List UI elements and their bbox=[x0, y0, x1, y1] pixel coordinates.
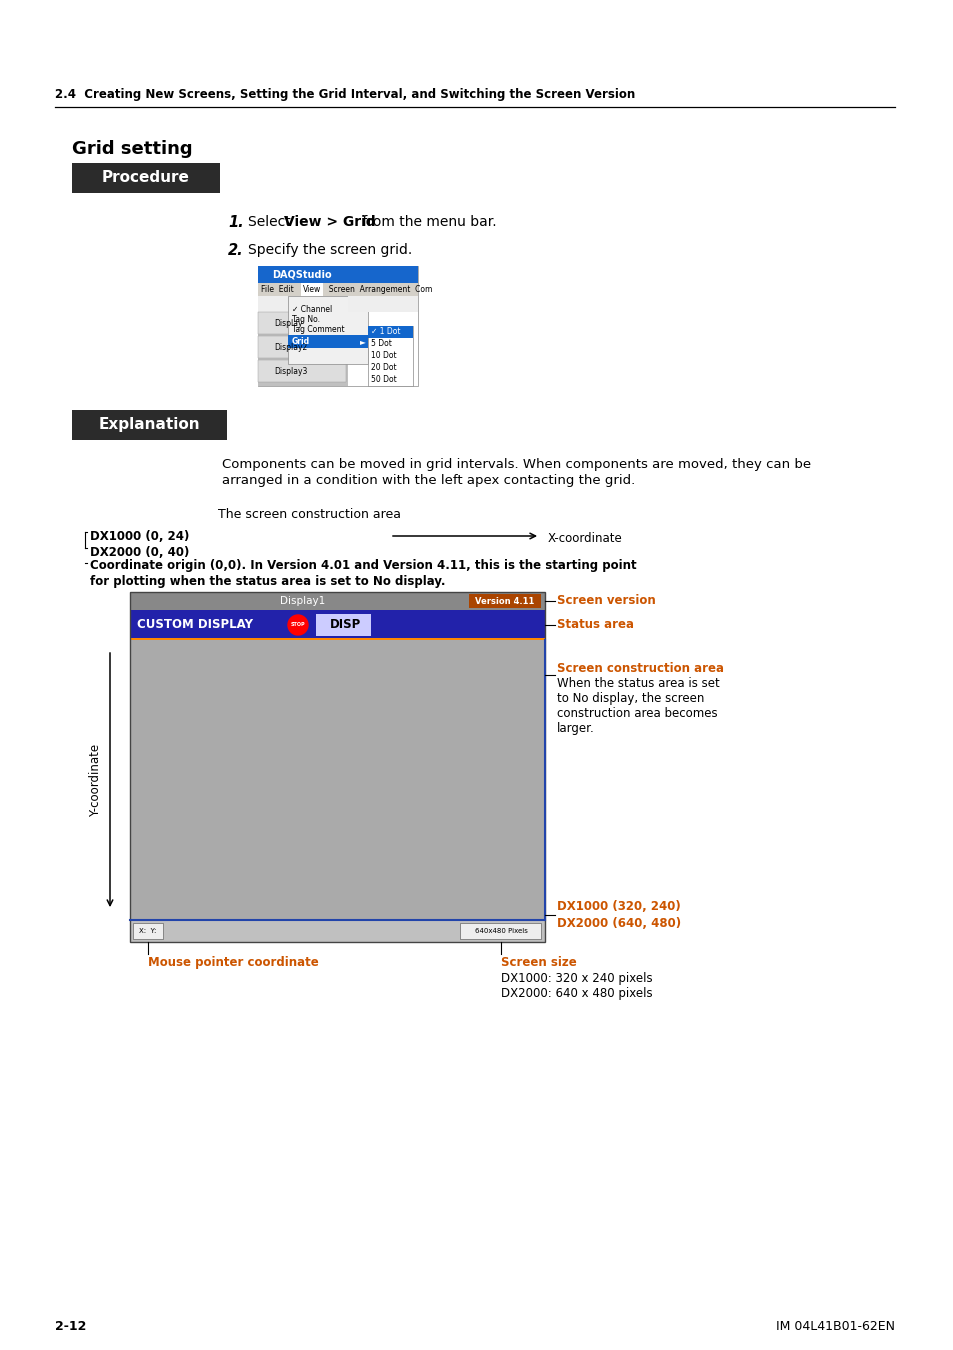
FancyBboxPatch shape bbox=[257, 266, 417, 386]
FancyBboxPatch shape bbox=[130, 639, 544, 640]
FancyBboxPatch shape bbox=[130, 593, 544, 610]
Text: Screen version: Screen version bbox=[557, 594, 655, 608]
Text: Coordinate origin (0,0). In Version 4.01 and Version 4.11, this is the starting : Coordinate origin (0,0). In Version 4.01… bbox=[90, 559, 636, 572]
Text: Tag Comment: Tag Comment bbox=[292, 325, 344, 333]
FancyBboxPatch shape bbox=[257, 312, 348, 386]
FancyBboxPatch shape bbox=[469, 594, 540, 608]
Text: Tag No.: Tag No. bbox=[292, 315, 319, 324]
Text: 20 Dot: 20 Dot bbox=[371, 363, 396, 373]
Text: DX1000 (320, 240): DX1000 (320, 240) bbox=[557, 900, 680, 913]
Text: DAQStudio: DAQStudio bbox=[272, 270, 332, 279]
Text: IM 04L41B01-62EN: IM 04L41B01-62EN bbox=[775, 1320, 894, 1332]
FancyBboxPatch shape bbox=[130, 919, 544, 942]
Text: DX1000: 320 x 240 pixels
DX2000: 640 x 480 pixels: DX1000: 320 x 240 pixels DX2000: 640 x 4… bbox=[500, 972, 652, 1000]
FancyBboxPatch shape bbox=[257, 296, 417, 312]
Text: ✓ 1 Dot: ✓ 1 Dot bbox=[371, 328, 400, 336]
Text: from the menu bar.: from the menu bar. bbox=[357, 215, 497, 230]
Text: Display3: Display3 bbox=[274, 366, 307, 375]
Text: Select: Select bbox=[248, 215, 294, 230]
FancyBboxPatch shape bbox=[301, 284, 323, 296]
FancyBboxPatch shape bbox=[130, 610, 544, 640]
FancyBboxPatch shape bbox=[368, 325, 413, 338]
Text: DX1000 (0, 24): DX1000 (0, 24) bbox=[90, 531, 190, 543]
Text: The screen construction area: The screen construction area bbox=[218, 508, 401, 521]
FancyBboxPatch shape bbox=[71, 410, 227, 440]
Text: When the status area is set
to No display, the screen
construction area becomes
: When the status area is set to No displa… bbox=[557, 676, 719, 734]
FancyBboxPatch shape bbox=[71, 163, 220, 193]
FancyBboxPatch shape bbox=[257, 266, 417, 283]
FancyBboxPatch shape bbox=[315, 614, 371, 636]
Text: 2-12: 2-12 bbox=[55, 1320, 87, 1332]
Text: 10 Dot: 10 Dot bbox=[371, 351, 396, 360]
Text: 1.: 1. bbox=[228, 215, 243, 230]
Text: DX2000 (640, 480): DX2000 (640, 480) bbox=[557, 917, 680, 930]
Text: DX2000 (0, 40): DX2000 (0, 40) bbox=[90, 545, 190, 559]
Text: Display2: Display2 bbox=[274, 343, 307, 351]
Text: Display: Display bbox=[274, 319, 302, 328]
Text: Components can be moved in grid intervals. When components are moved, they can b: Components can be moved in grid interval… bbox=[222, 458, 810, 471]
Text: for plotting when the status area is set to No display.: for plotting when the status area is set… bbox=[90, 575, 445, 589]
Text: 2.: 2. bbox=[228, 243, 243, 258]
Text: 50 Dot: 50 Dot bbox=[371, 375, 396, 383]
Text: Screen construction area: Screen construction area bbox=[557, 662, 723, 675]
Text: X-coordinate: X-coordinate bbox=[547, 532, 622, 545]
Text: Explanation: Explanation bbox=[98, 417, 200, 432]
Text: Screen  Arrangement  Com: Screen Arrangement Com bbox=[324, 285, 432, 294]
Text: Screen size: Screen size bbox=[500, 956, 577, 969]
Text: Status area: Status area bbox=[557, 618, 634, 632]
FancyBboxPatch shape bbox=[368, 325, 413, 386]
FancyBboxPatch shape bbox=[257, 284, 417, 296]
FancyBboxPatch shape bbox=[288, 296, 368, 364]
FancyBboxPatch shape bbox=[132, 923, 163, 940]
Text: 5 Dot: 5 Dot bbox=[371, 339, 392, 348]
Text: STOP: STOP bbox=[291, 622, 305, 628]
FancyBboxPatch shape bbox=[459, 923, 540, 940]
FancyBboxPatch shape bbox=[257, 360, 346, 382]
Text: Version 4.11: Version 4.11 bbox=[475, 597, 534, 606]
Text: Grid setting: Grid setting bbox=[71, 140, 193, 158]
FancyBboxPatch shape bbox=[348, 296, 417, 312]
Text: arranged in a condition with the left apex contacting the grid.: arranged in a condition with the left ap… bbox=[222, 474, 635, 487]
Text: View > Grid: View > Grid bbox=[284, 215, 375, 230]
Text: 640x480 Pixels: 640x480 Pixels bbox=[474, 927, 527, 934]
Text: CUSTOM DISPLAY: CUSTOM DISPLAY bbox=[137, 618, 253, 632]
FancyBboxPatch shape bbox=[257, 336, 346, 358]
Circle shape bbox=[288, 616, 308, 634]
Text: ►: ► bbox=[359, 338, 366, 346]
Text: X:  Y:: X: Y: bbox=[139, 927, 156, 934]
Text: Grid: Grid bbox=[292, 338, 310, 346]
Text: Specify the screen grid.: Specify the screen grid. bbox=[248, 243, 412, 256]
Text: Display1: Display1 bbox=[279, 595, 325, 606]
Text: ✓ Channel: ✓ Channel bbox=[292, 305, 332, 315]
Text: 2.4  Creating New Screens, Setting the Grid Interval, and Switching the Screen V: 2.4 Creating New Screens, Setting the Gr… bbox=[55, 88, 635, 101]
FancyBboxPatch shape bbox=[130, 640, 544, 919]
Text: File  Edit: File Edit bbox=[261, 285, 298, 294]
FancyBboxPatch shape bbox=[257, 312, 346, 333]
Text: View: View bbox=[302, 285, 321, 294]
Text: DISP: DISP bbox=[330, 618, 361, 632]
Text: Mouse pointer coordinate: Mouse pointer coordinate bbox=[148, 956, 318, 969]
FancyBboxPatch shape bbox=[288, 335, 368, 348]
Text: Y-coordinate: Y-coordinate bbox=[90, 744, 102, 817]
Text: Procedure: Procedure bbox=[102, 170, 190, 185]
